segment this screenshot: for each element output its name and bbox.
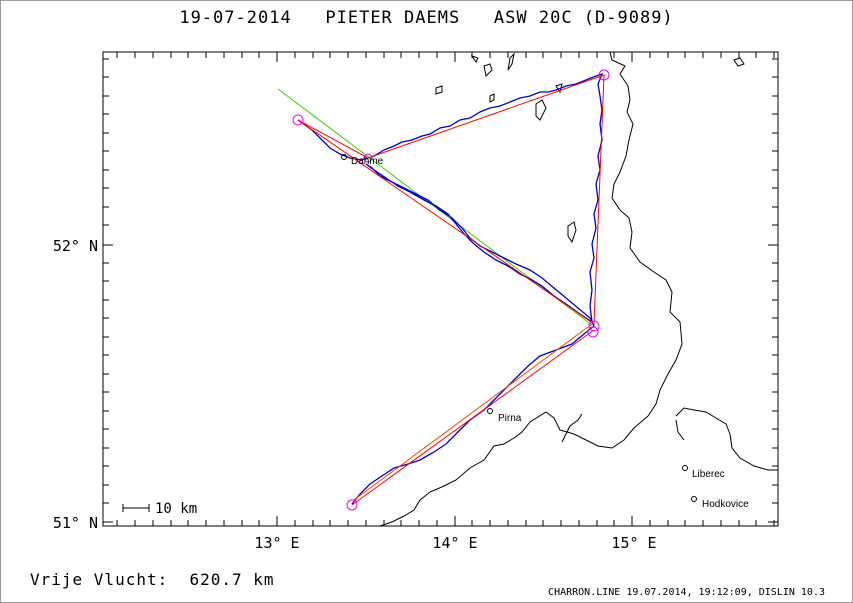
lon-label-14: 14° E bbox=[432, 534, 477, 552]
place-label-pirna: Pirna bbox=[498, 413, 522, 424]
lat-label-52: 52° N bbox=[53, 237, 98, 255]
gps-track bbox=[297, 72, 604, 505]
place-label-dahme: Dahme bbox=[351, 156, 384, 167]
turnpoint-east-2 bbox=[587, 326, 599, 338]
turnpoint-east-1 bbox=[588, 320, 600, 332]
lat-label-51: 51° N bbox=[53, 514, 98, 532]
place-marker-dahme bbox=[341, 154, 347, 160]
free-flight-distance: Vrije Vlucht: 620.7 km bbox=[30, 570, 275, 589]
place-label-liberec: Liberec bbox=[692, 469, 725, 480]
task-leg-south bbox=[351, 329, 595, 506]
lon-label-15: 15° E bbox=[611, 534, 656, 552]
plot-frame bbox=[102, 51, 779, 527]
place-marker-liberec bbox=[682, 465, 688, 471]
task-route bbox=[297, 74, 605, 325]
turnpoint-dahme bbox=[363, 153, 373, 163]
scale-bar-label: 10 km bbox=[155, 501, 197, 517]
scale-bar bbox=[122, 504, 150, 512]
country-border bbox=[379, 51, 778, 527]
turnpoint-north bbox=[598, 69, 610, 81]
place-label-hodkovice: Hodkovice bbox=[702, 499, 749, 510]
place-marker-pirna bbox=[487, 408, 493, 414]
lakes bbox=[435, 52, 745, 244]
footer-info: CHARRON.LINE 19.07.2014, 19:12:09, DISLI… bbox=[548, 587, 825, 598]
place-marker-hodkovice bbox=[691, 496, 697, 502]
optimized-leg bbox=[277, 88, 593, 326]
turnpoints bbox=[292, 69, 610, 511]
tick-marks bbox=[103, 52, 778, 526]
turnpoint-start bbox=[346, 499, 358, 511]
lon-label-13: 13° E bbox=[254, 534, 299, 552]
page-title: 19-07-2014 PIETER DAEMS ASW 20C (D-9089) bbox=[179, 8, 674, 28]
task-leg-south-2 bbox=[353, 323, 593, 501]
turnpoint-west bbox=[292, 114, 304, 126]
